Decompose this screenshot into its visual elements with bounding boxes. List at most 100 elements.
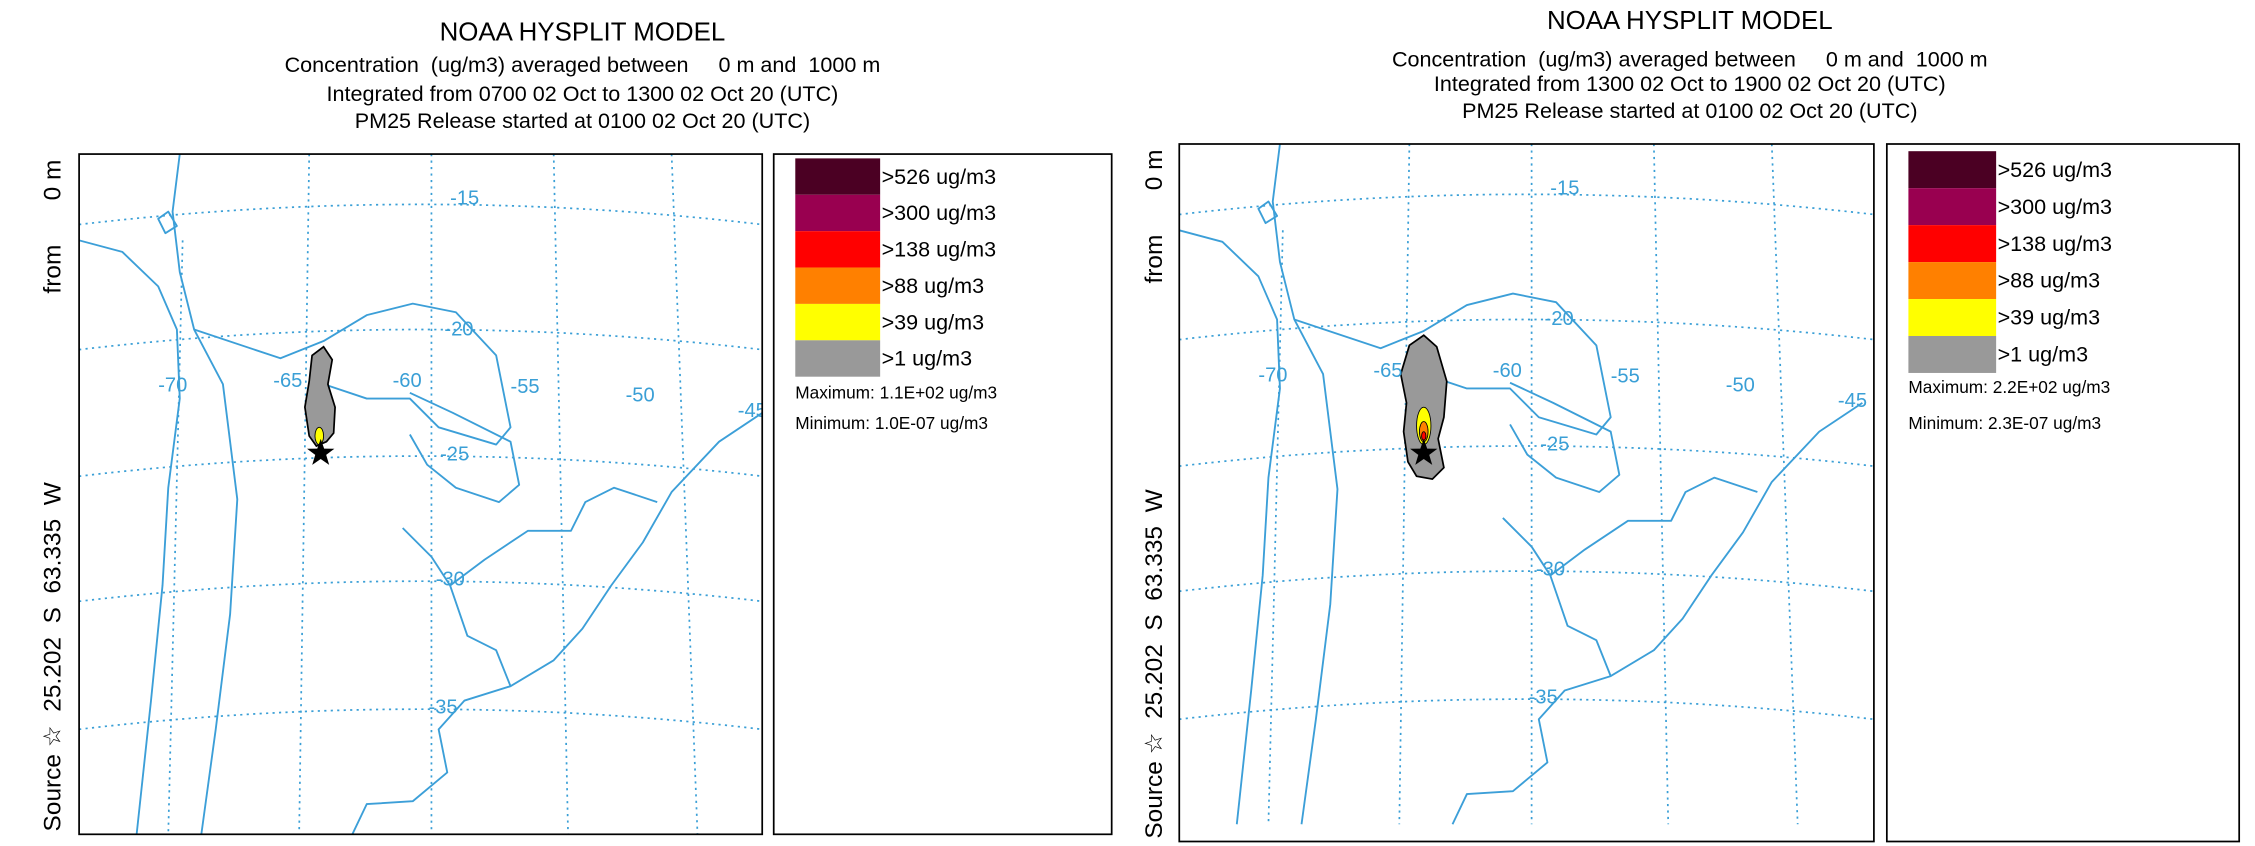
latitude-label: -30 [1536,558,1565,580]
legend-swatch [1908,335,1997,373]
map: -70 -65 -60 -55 -50 -45 -15 -20 -25 -30 -35 [78,153,767,836]
parallel [79,203,763,226]
legend-swatch [795,194,881,232]
legend-label: >526 ug/m3 [882,164,997,189]
panel: NOAA HYSPLIT MODEL Concentration (ug/m3) … [39,18,1113,836]
latitude-label: -25 [1540,433,1569,455]
panel: NOAA HYSPLIT MODEL Concentration (ug/m3) … [1141,7,2241,843]
legend-swatch [795,340,881,377]
minimum: Minimum: 1.0E-07 ug/m3 [795,413,988,433]
legend-swatch [1908,299,1997,336]
longitude-label: -55 [511,376,540,398]
legend-label: >138 ug/m3 [882,237,997,262]
longitude-label: -60 [393,370,422,392]
legend-swatch [795,158,881,195]
coastline [1257,200,1279,225]
longitude-label: -70 [1258,364,1287,386]
subtitle: PM25 Release started at 0100 02 Oct 20 (… [355,108,810,133]
legend-swatch [1908,188,1997,226]
longitude-label: -50 [1726,374,1755,396]
legend-label: >526 ug/m3 [1998,157,2112,182]
plume-core [314,426,325,446]
legend-label: >138 ug/m3 [1998,231,2112,256]
latitude-label: -25 [440,443,469,465]
legend-label: >88 ug/m3 [882,273,985,298]
latitude-label: -20 [1545,308,1574,330]
longitude-label: -45 [738,400,767,422]
latitude-label: -15 [1550,177,1579,199]
plume [304,345,336,448]
meridian [1770,144,1799,825]
parallel [1179,698,1874,721]
coastline [157,210,178,235]
longitude-label: -55 [1611,366,1640,388]
parallel [1179,445,1874,468]
legend-frame [772,153,1113,836]
coastline [1271,144,1339,825]
source-label: from [39,245,66,294]
coastline [171,154,239,835]
legend-swatch [795,267,881,304]
map-title: NOAA HYSPLIT MODEL [440,18,726,46]
latitude-label: -35 [1529,686,1558,708]
parallel [79,455,763,478]
source-star [1410,438,1438,465]
map-frame [1178,143,1875,843]
meridian [1267,230,1284,825]
subtitle: Concentration (ug/m3) averaged between 0… [285,52,881,77]
source-label: Source ☆ 25.202 S 63.335 W [1141,489,1168,838]
parallel [1179,318,1874,341]
legend-swatch [1908,262,1997,300]
source-label: Source ☆ 25.202 S 63.335 W [39,482,66,831]
legend-label: >300 ug/m3 [1998,194,2112,219]
source-label: 0 m [39,160,66,201]
legend-swatch [1908,151,1997,189]
meridian [167,240,184,835]
longitude-label: -65 [1373,360,1402,382]
meridian [298,154,311,835]
coastline [1294,292,1612,436]
parallel [1179,570,1874,593]
meridian [552,154,569,835]
meridian [1652,144,1670,825]
coastline [1451,402,1863,825]
map: -70 -65 -60 -55 -50 -45 -15 -20 -25 -30 -35 [1178,143,1875,843]
map-content: -70 -65 -60 -55 -50 -45 -15 -20 -25 -30 -35 [79,154,767,835]
legend-label: >39 ug/m3 [882,309,985,334]
legend-label: >1 ug/m3 [882,346,973,371]
longitude-label: -70 [158,374,187,396]
legend-swatch [795,303,881,341]
source-label: from [1141,235,1168,284]
maximum: Maximum: 2.2E+02 ug/m3 [1908,377,2110,397]
source-label: 0 m [1141,150,1168,191]
coastline [409,391,521,504]
map-frame [78,153,764,836]
parallel [79,708,763,731]
parallel [79,328,763,351]
maximum: Maximum: 1.1E+02 ug/m3 [795,383,997,403]
coastline [351,412,763,835]
legend-swatch [1908,225,1997,263]
meridian [1398,144,1411,825]
coastline [1502,517,1612,677]
longitude-label: -45 [1838,390,1867,412]
map-title: NOAA HYSPLIT MODEL [1547,7,1833,35]
legend-label: >1 ug/m3 [1998,342,2089,367]
subtitle: PM25 Release started at 0100 02 Oct 20 (… [1462,98,1917,123]
legend-swatch [795,231,881,268]
coastline [79,239,181,835]
legend-label: >88 ug/m3 [1998,268,2101,293]
longitude-label: -65 [273,370,302,392]
subtitle: Concentration (ug/m3) averaged between 0… [1392,46,1988,71]
source-star [307,438,335,465]
longitude-label: -50 [626,384,655,406]
map-content: -70 -65 -60 -55 -50 -45 -15 -20 -25 -30 -35 [1179,144,1874,825]
coastline [402,527,512,687]
subtitle: Integrated from 0700 02 Oct to 1300 02 O… [327,81,839,106]
latitude-label: -15 [450,187,479,209]
parallel [1179,193,1874,216]
coastline [1549,476,1758,577]
coastline [1509,381,1621,493]
